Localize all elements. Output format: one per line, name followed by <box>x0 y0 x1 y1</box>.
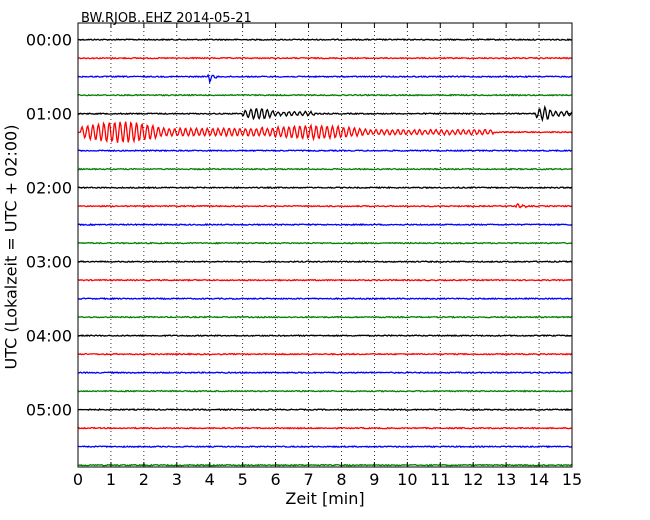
x-tick-label: 9 <box>369 470 379 489</box>
trace-line <box>77 445 573 449</box>
trace-line <box>77 389 573 393</box>
trace-line <box>77 278 573 282</box>
trace-line <box>77 73 573 85</box>
trace-line <box>77 223 573 227</box>
x-tick-label: 3 <box>172 470 182 489</box>
trace-line <box>77 167 573 171</box>
x-tick-label: 12 <box>463 470 483 489</box>
trace-line <box>77 315 573 319</box>
y-tick-label: 01:00 <box>26 105 72 124</box>
x-tick-label: 5 <box>238 470 248 489</box>
trace-line <box>77 149 573 153</box>
y-axis: 00:00 01:00 02:00 03:00 04:00 05:00 <box>26 31 572 420</box>
x-tick-label: 0 <box>73 470 83 489</box>
trace-line <box>77 186 573 190</box>
x-tick-label: 15 <box>562 470 582 489</box>
trace-line <box>77 408 573 412</box>
trace-line <box>77 203 573 209</box>
y-tick-label: 05:00 <box>26 401 72 420</box>
x-tick-label: 13 <box>496 470 516 489</box>
x-tick-label: 8 <box>336 470 346 489</box>
x-axis: 0 1 2 3 4 5 6 7 8 9 10 11 12 13 14 15 <box>73 23 582 489</box>
x-tick-label: 14 <box>529 470 549 489</box>
trace-line <box>77 38 573 42</box>
trace-line <box>77 241 573 245</box>
trace-line <box>77 297 573 301</box>
trace-line <box>77 463 573 467</box>
x-tick-label: 2 <box>139 470 149 489</box>
plot-frame <box>77 22 573 468</box>
y-tick-label: 04:00 <box>26 327 72 346</box>
trace-line <box>77 352 573 356</box>
trace-line <box>77 426 573 430</box>
trace-line <box>77 121 573 144</box>
seismic-traces <box>77 38 573 467</box>
trace-line <box>77 104 573 123</box>
trace-line <box>77 371 573 375</box>
grid-lines <box>110 23 540 467</box>
x-tick-label: 7 <box>303 470 313 489</box>
x-tick-label: 11 <box>430 470 450 489</box>
y-tick-label: 03:00 <box>26 253 72 272</box>
x-tick-label: 10 <box>397 470 417 489</box>
y-axis-label: UTC (Lokalzeit = UTC + 02:00) <box>1 124 21 370</box>
x-tick-label: 4 <box>205 470 215 489</box>
y-tick-label: 00:00 <box>26 31 72 50</box>
chart-title: BW.RJOB..EHZ 2014-05-21 <box>81 11 252 26</box>
x-tick-label: 6 <box>271 470 281 489</box>
trace-line <box>77 260 573 264</box>
x-tick-label: 1 <box>106 470 116 489</box>
x-axis-label: Zeit [min] <box>285 489 365 508</box>
y-tick-label: 02:00 <box>26 179 72 198</box>
trace-line <box>77 56 573 60</box>
trace-line <box>77 334 573 338</box>
trace-line <box>77 93 573 97</box>
